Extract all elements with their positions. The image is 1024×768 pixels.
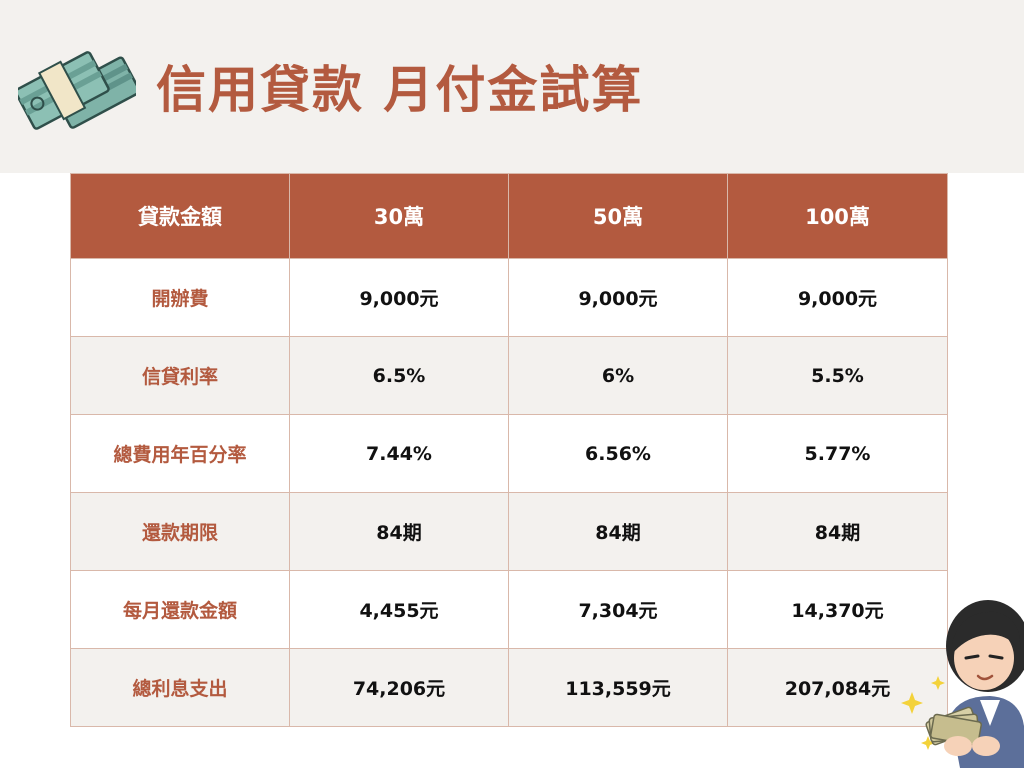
table-row: 總費用年百分率 7.44% 6.56% 5.77%: [70, 414, 948, 493]
table-cell: 113,559元: [508, 648, 728, 727]
column-header: 50萬: [508, 173, 728, 259]
header-banner: 信用貸款 月付金試算: [0, 0, 1024, 173]
page-title: 信用貸款 月付金試算: [156, 61, 644, 119]
table-cell: 5.77%: [727, 414, 948, 493]
table-cell: 6.5%: [289, 336, 509, 415]
table-cell: 74,206元: [289, 648, 509, 727]
column-header: 30萬: [289, 173, 509, 259]
table-row: 每月還款金額 4,455元 7,304元 14,370元: [70, 570, 948, 649]
table-cell: 84期: [289, 492, 509, 571]
table-cell: 9,000元: [289, 258, 509, 337]
table-cell: 207,084元: [727, 648, 948, 727]
column-header: 貸款金額: [70, 173, 290, 259]
table-cell: 4,455元: [289, 570, 509, 649]
table-cell: 84期: [727, 492, 948, 571]
money-stack-icon: [18, 51, 136, 130]
row-label: 總利息支出: [70, 648, 290, 727]
table-cell: 6.56%: [508, 414, 728, 493]
row-label: 總費用年百分率: [70, 414, 290, 493]
loan-comparison-table: 貸款金額 30萬 50萬 100萬 開辦費 9,000元 9,000元 9,00…: [70, 173, 948, 727]
table-cell: 5.5%: [727, 336, 948, 415]
column-header: 100萬: [727, 173, 948, 259]
table-row: 信貸利率 6.5% 6% 5.5%: [70, 336, 948, 415]
table-header-row: 貸款金額 30萬 50萬 100萬: [70, 173, 948, 259]
table-cell: 9,000元: [727, 258, 948, 337]
woman-counting-money-icon: [901, 600, 1024, 768]
table-row: 還款期限 84期 84期 84期: [70, 492, 948, 571]
table-cell: 84期: [508, 492, 728, 571]
table-row: 總利息支出 74,206元 113,559元 207,084元: [70, 648, 948, 727]
row-label: 每月還款金額: [70, 570, 290, 649]
row-label: 開辦費: [70, 258, 290, 337]
table-cell: 7,304元: [508, 570, 728, 649]
table-cell: 14,370元: [727, 570, 948, 649]
table-cell: 7.44%: [289, 414, 509, 493]
table-cell: 6%: [508, 336, 728, 415]
row-label: 還款期限: [70, 492, 290, 571]
row-label: 信貸利率: [70, 336, 290, 415]
table-row: 開辦費 9,000元 9,000元 9,000元: [70, 258, 948, 337]
table-cell: 9,000元: [508, 258, 728, 337]
